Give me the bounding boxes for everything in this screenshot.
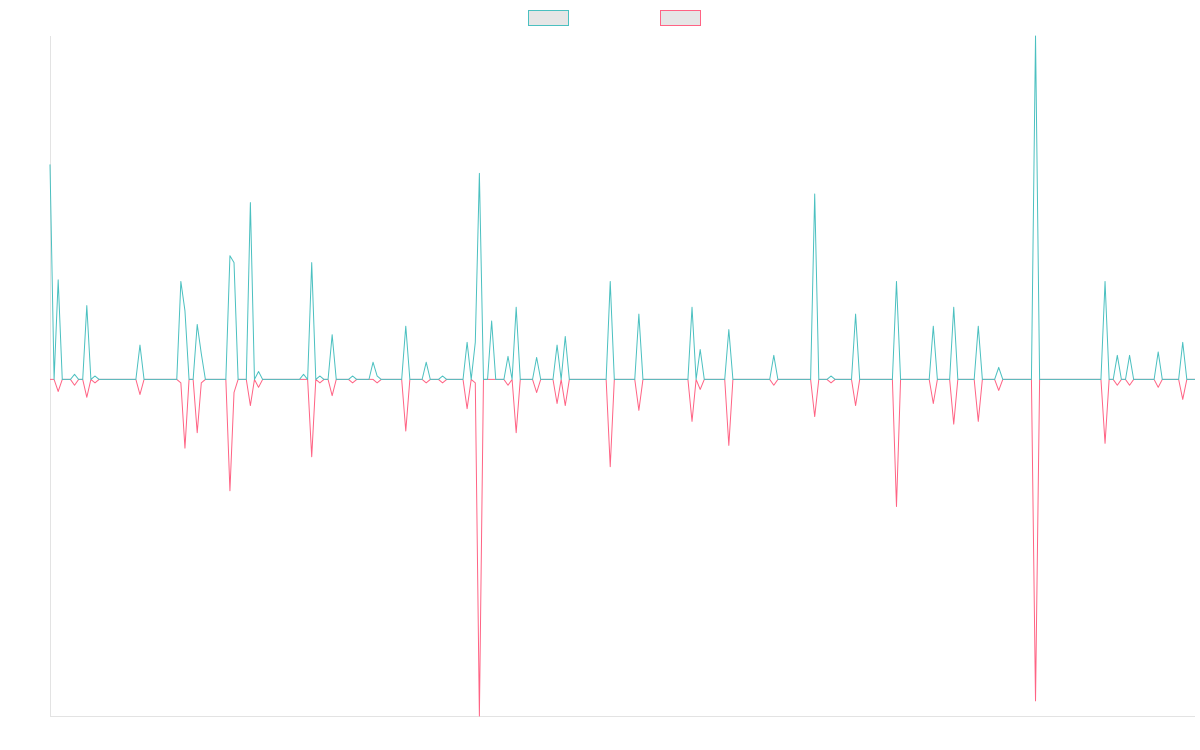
legend-swatch [528, 10, 569, 26]
series-line [50, 378, 1195, 717]
series-line [49, 35, 1195, 380]
legend-swatch [660, 10, 701, 26]
